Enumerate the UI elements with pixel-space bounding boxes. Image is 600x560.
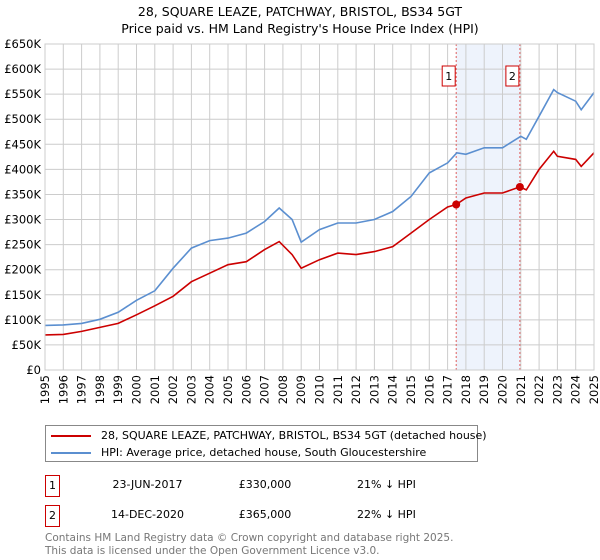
y-tick-label: £150K [4,288,41,302]
legend-label-hpi: HPI: Average price, detached house, Sout… [101,446,427,459]
sale-row: 2 14-DEC-2020 £365,000 22% ↓ HPI [45,505,495,527]
x-tick-label: 2015 [404,375,418,404]
x-tick-label: 1999 [111,375,125,404]
legend: 28, SQUARE LEAZE, PATCHWAY, BRISTOL, BS3… [45,425,487,462]
hpi-line [44,88,595,327]
x-tick-label: 2007 [258,375,272,404]
y-tick-label: £200K [4,263,41,277]
x-tick-label: 2021 [514,375,528,404]
y-tick-label: £500K [4,112,41,126]
x-tick-label: 2014 [386,375,400,404]
x-tick-label: 2016 [422,375,436,404]
sale-badge: 1 [45,475,60,497]
title-line-2: Price paid vs. HM Land Registry's House … [121,21,479,36]
sale-marker-label: 1 [445,70,452,83]
y-tick-label: £350K [4,187,41,201]
y-tick-label: £250K [4,238,41,252]
plot-frame [44,43,595,371]
y-tick-label: £300K [4,213,41,227]
x-tick-label: 1996 [56,375,70,404]
shaded-period [456,44,520,370]
x-tick-label: 2002 [166,375,180,404]
legend-item-property: 28, SQUARE LEAZE, PATCHWAY, BRISTOL, BS3… [51,427,487,444]
sale-date: 23-JUN-2017 [112,478,183,491]
sale-price: £365,000 [238,508,292,521]
title-line-1: 28, SQUARE LEAZE, PATCHWAY, BRISTOL, BS3… [137,4,463,19]
sale-point [515,182,524,191]
legend-label-property: 28, SQUARE LEAZE, PATCHWAY, BRISTOL, BS3… [101,429,487,442]
x-tick-label: 1997 [75,375,89,404]
y-tick-label: £650K [4,37,41,51]
x-tick-label: 2022 [532,375,546,404]
legend-swatch-hpi [51,452,91,454]
x-tick-label: 2023 [550,375,564,404]
x-tick-label: 2008 [276,375,290,404]
sale-point [452,200,461,209]
x-tick-label: 2005 [221,375,235,404]
x-tick-label: 2010 [313,375,327,404]
footer-copyright: Contains HM Land Registry data © Crown c… [45,532,454,544]
x-tick-label: 2009 [294,375,308,404]
sale-marker-badge [505,65,520,87]
y-tick-label: £450K [4,137,41,151]
sale-marker-badge [441,65,456,87]
footer: Contains HM Land Registry data © Crown c… [45,532,453,558]
x-tick-label: 1995 [38,375,52,404]
x-tick-label: 2011 [331,375,345,404]
x-tick-label: 2004 [203,375,217,404]
sale-date: 14-DEC-2020 [110,508,185,521]
sale-price: £330,000 [238,478,292,491]
x-tick-label: 2006 [239,375,253,404]
x-tick-label: 2017 [441,375,455,404]
legend-swatch-property [51,435,91,437]
property-price-line [44,149,595,336]
sale-hpi-diff: 21% ↓ HPI [357,478,416,491]
sale-hpi-diff: 22% ↓ HPI [357,508,416,521]
x-tick-label: 2024 [569,375,583,404]
y-tick-label: £400K [4,162,41,176]
x-tick-label: 2013 [367,375,381,404]
legend-item-hpi: HPI: Average price, detached house, Sout… [51,444,426,461]
y-tick-label: £100K [4,313,41,327]
x-tick-label: 2001 [148,375,162,404]
sale-badge: 2 [45,505,60,527]
x-tick-label: 1998 [93,375,107,404]
x-tick-label: 2025 [587,375,600,404]
y-tick-label: £550K [4,87,41,101]
sale-marker-label: 2 [509,70,516,83]
price-chart: 1995 1996 1997 1998 1999 2000 2001 2002 2003 2004… [4,37,600,404]
x-tick-label: 2020 [496,375,510,404]
y-tick-label: £600K [4,62,41,76]
footer-licence: This data is licensed under the Open Gov… [45,545,380,557]
x-tick-label: 2018 [459,375,473,404]
y-tick-label: £0 [26,363,41,377]
x-tick-label: 2012 [349,375,363,404]
sale-row: 1 23-JUN-2017 £330,000 21% ↓ HPI [45,475,495,497]
x-tick-label: 2019 [477,375,491,404]
y-tick-label: £50K [12,338,42,352]
chart-title: 28, SQUARE LEAZE, PATCHWAY, BRISTOL, BS3… [0,3,600,37]
x-tick-label: 2000 [130,375,144,404]
x-tick-label: 2003 [184,375,198,404]
